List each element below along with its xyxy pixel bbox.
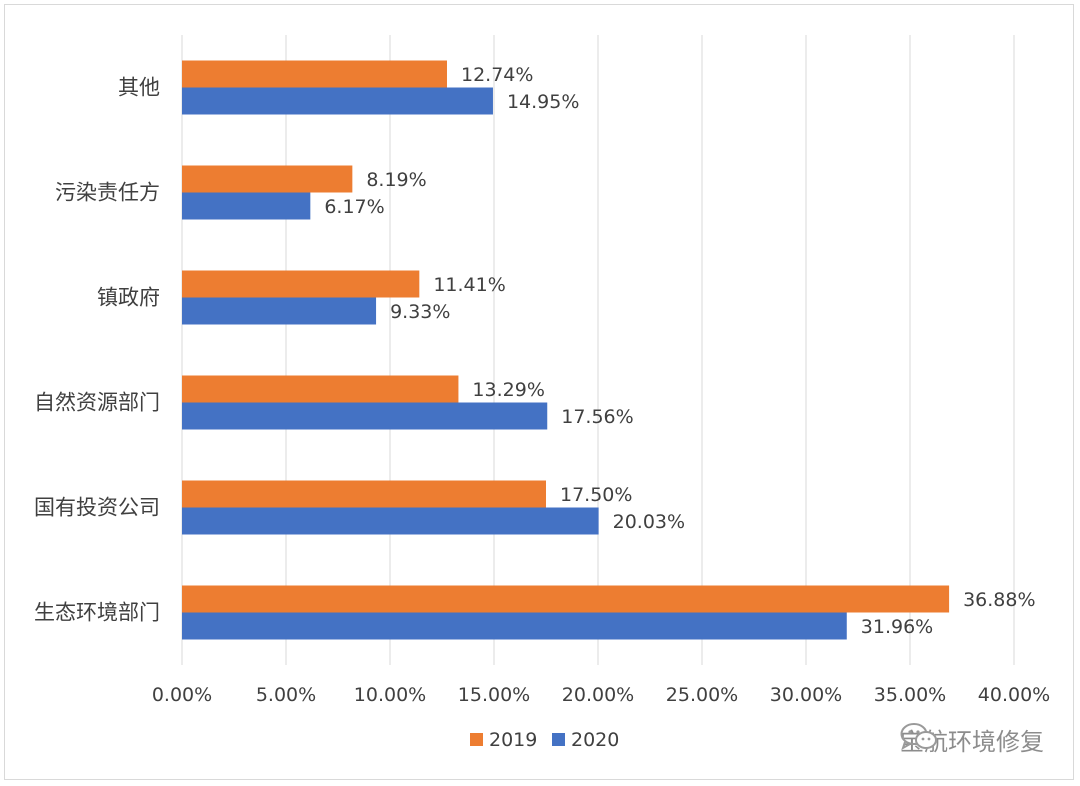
data-label: 36.88%	[963, 589, 1035, 611]
data-label: 31.96%	[861, 616, 933, 638]
x-tick-label: 20.00%	[562, 684, 634, 706]
x-tick-label: 0.00%	[152, 684, 212, 706]
data-label: 17.56%	[561, 406, 633, 428]
legend-label: 2019	[489, 729, 537, 751]
bar-2019	[182, 375, 459, 403]
watermark: 宝航环境修复	[900, 722, 1044, 756]
data-label: 17.50%	[560, 484, 632, 506]
bar-2019	[182, 60, 447, 88]
category-label: 污染责任方	[55, 181, 160, 205]
bar-2019	[182, 165, 353, 193]
x-tick-label: 30.00%	[770, 684, 842, 706]
bar-2019	[182, 270, 420, 298]
category-label: 其他	[118, 76, 160, 100]
data-label: 8.19%	[366, 169, 426, 191]
data-label: 9.33%	[390, 301, 450, 323]
data-label: 6.17%	[324, 196, 384, 218]
bars	[182, 60, 950, 640]
x-tick-label: 40.00%	[978, 684, 1050, 706]
wechat-icon	[900, 723, 937, 751]
x-tick-label: 10.00%	[354, 684, 426, 706]
bar-2020	[182, 192, 311, 220]
category-label: 生态环境部门	[34, 601, 160, 625]
bar-2020	[182, 612, 847, 640]
bar-2019	[182, 480, 546, 508]
bar-2020	[182, 297, 377, 325]
data-label: 12.74%	[461, 64, 533, 86]
x-tick-label: 15.00%	[458, 684, 530, 706]
legend-swatch-2020	[552, 733, 565, 746]
bar-2019	[182, 585, 950, 613]
data-label: 11.41%	[433, 274, 505, 296]
legend-swatch-2019	[470, 733, 483, 746]
data-label: 14.95%	[507, 91, 579, 113]
gridlines	[181, 35, 1015, 665]
category-label: 自然资源部门	[34, 391, 160, 415]
data-labels: 12.74% 14.95% 8.19% 6.17% 11.41% 9.33% 13.29% 1…	[324, 64, 1035, 638]
category-label: 镇政府	[97, 286, 160, 310]
bar-2020	[182, 87, 493, 115]
data-label: 13.29%	[472, 379, 544, 401]
x-tick-labels: 0.00% 5.00% 10.00% 15.00% 20.00% 25.00% 30.00%…	[152, 684, 1050, 706]
x-tick-label: 35.00%	[874, 684, 946, 706]
data-label: 20.03%	[613, 511, 685, 533]
x-tick-label: 25.00%	[666, 684, 738, 706]
x-tick-label: 5.00%	[256, 684, 316, 706]
legend: 2019 2020	[470, 729, 619, 751]
legend-label: 2020	[571, 729, 619, 751]
bar-2020	[182, 507, 599, 535]
bar-2020	[182, 402, 548, 430]
category-label: 国有投资公司	[34, 496, 160, 520]
